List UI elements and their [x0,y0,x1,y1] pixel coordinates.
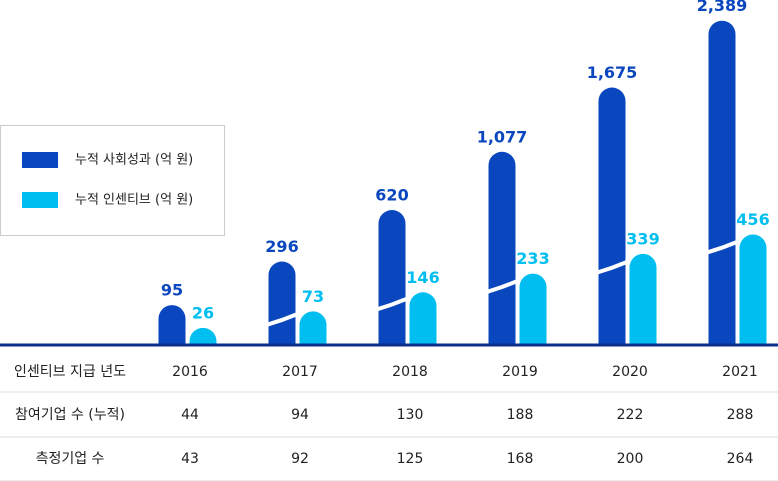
value-label: 339 [626,229,659,248]
table-cell: 168 [507,451,534,467]
value-label: 95 [161,281,183,300]
bar [488,151,516,345]
legend-box [0,125,225,236]
row-label: 참여기업 수 (누적) [15,407,125,423]
table-cell: 288 [727,407,754,423]
axis-break [595,259,629,275]
x-tick-label: 2016 [172,364,208,380]
x-tick-label: 2017 [282,364,318,380]
bar [378,210,406,345]
x-tick-label: 2021 [722,364,758,380]
value-label: 1,675 [587,63,638,82]
bar [629,253,657,345]
bar [268,261,296,345]
table-cell: 43 [181,451,199,467]
legend-label: 누적 사회성과 (억 원) [75,153,193,168]
value-label: 1,077 [477,127,528,146]
bar [409,292,437,345]
bar [519,273,547,345]
table-cell: 125 [397,451,424,467]
table-cell: 130 [397,407,424,423]
x-tick-label: 2019 [502,364,538,380]
value-label: 233 [516,249,549,268]
axis-break [705,239,739,255]
table-cell: 94 [291,407,309,423]
bar [299,311,327,345]
value-label: 296 [265,237,298,256]
bar [158,305,186,345]
x-tick-label: 2018 [392,364,428,380]
table-cell: 264 [727,451,754,467]
legend-swatch [22,152,58,168]
legend-label: 누적 인센티브 (억 원) [75,193,193,208]
bar [189,327,217,345]
bar [708,20,736,346]
axis-break [265,312,299,327]
table-cell: 92 [291,451,309,467]
value-label: 456 [736,210,769,229]
legend-swatch [22,192,58,208]
value-label: 73 [302,287,324,306]
value-label: 2,389 [697,0,748,15]
axis-break [485,279,519,294]
row-label: 인센티브 지급 년도 [14,364,126,380]
bar [739,234,767,345]
value-label: 620 [375,186,408,205]
table-cell: 200 [617,451,644,467]
x-tick-label: 2020 [612,364,648,380]
bar [598,87,626,345]
row-label: 측정기업 수 [36,451,105,467]
table-cell: 188 [507,407,534,423]
value-label: 146 [406,268,439,287]
value-label: 26 [192,303,214,322]
table-cell: 44 [181,407,199,423]
table-cell: 222 [617,407,644,423]
axis-break [375,296,409,312]
